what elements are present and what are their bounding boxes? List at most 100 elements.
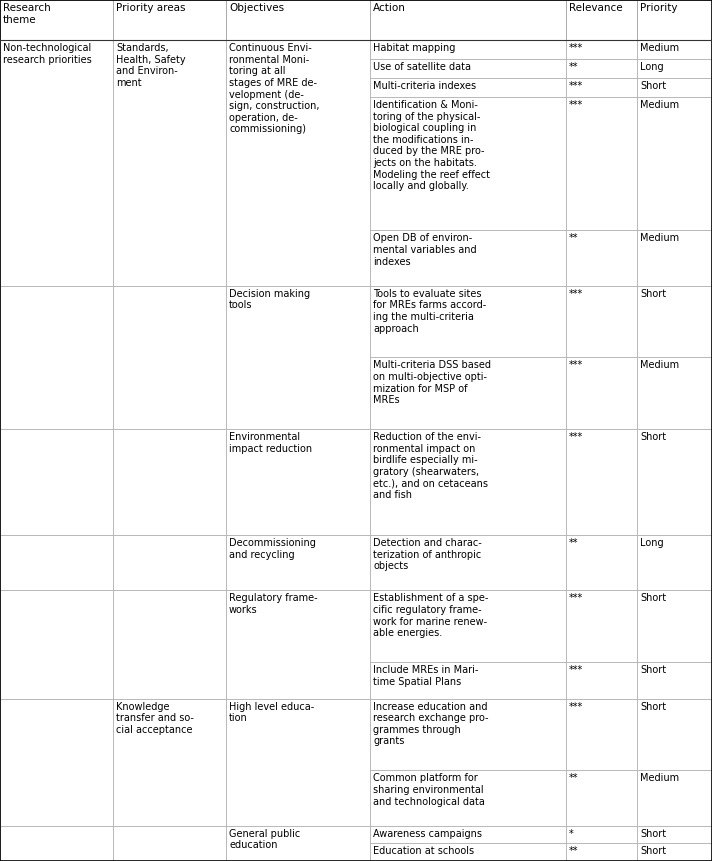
Bar <box>226 40 370 286</box>
Bar <box>566 286 637 357</box>
Bar <box>637 78 712 97</box>
Text: Medium: Medium <box>640 233 679 244</box>
Text: ***: *** <box>569 288 583 299</box>
Text: Decision making
tools: Decision making tools <box>229 288 310 310</box>
Bar <box>113 826 226 861</box>
Bar <box>566 78 637 97</box>
Bar <box>370 535 566 591</box>
Text: Increase education and
research exchange pro-
grammes through
grants: Increase education and research exchange… <box>373 702 488 746</box>
Bar <box>0 698 113 826</box>
Bar <box>370 698 566 771</box>
Text: Education at schools: Education at schools <box>373 846 474 857</box>
Bar <box>226 535 370 591</box>
Bar <box>370 591 566 662</box>
Text: Medium: Medium <box>640 773 679 784</box>
Text: Priority: Priority <box>640 3 678 13</box>
Bar <box>637 771 712 826</box>
Text: Open DB of environ-
mental variables and
indexes: Open DB of environ- mental variables and… <box>373 233 476 267</box>
Text: Identification & Moni-
toring of the physical-
biological coupling in
the modifi: Identification & Moni- toring of the phy… <box>373 100 490 191</box>
Text: Non-technological
research priorities: Non-technological research priorities <box>3 43 92 65</box>
Bar <box>566 826 637 844</box>
Text: Short: Short <box>640 846 666 857</box>
Text: Environmental
impact reduction: Environmental impact reduction <box>229 432 312 454</box>
Bar <box>370 231 566 286</box>
Bar <box>0 286 113 430</box>
Bar <box>637 591 712 662</box>
Text: Common platform for
sharing environmental
and technological data: Common platform for sharing environmenta… <box>373 773 485 807</box>
Bar <box>566 591 637 662</box>
Bar <box>370 78 566 97</box>
Text: Medium: Medium <box>640 361 679 370</box>
Bar <box>113 0 226 40</box>
Text: Action: Action <box>373 3 406 13</box>
Text: Long: Long <box>640 62 664 72</box>
Text: Research
theme: Research theme <box>3 3 51 25</box>
Bar <box>370 97 566 231</box>
Bar <box>226 698 370 826</box>
Bar <box>370 844 566 861</box>
Text: ***: *** <box>569 100 583 110</box>
Text: Decommissioning
and recycling: Decommissioning and recycling <box>229 538 316 560</box>
Text: ***: *** <box>569 702 583 712</box>
Text: ***: *** <box>569 81 583 91</box>
Bar <box>370 286 566 357</box>
Bar <box>637 231 712 286</box>
Bar <box>637 0 712 40</box>
Bar <box>113 286 226 430</box>
Text: Short: Short <box>640 702 666 712</box>
Bar <box>637 844 712 861</box>
Text: Continuous Envi-
ronmental Moni-
toring at all
stages of MRE de-
velopment (de-
: Continuous Envi- ronmental Moni- toring … <box>229 43 320 134</box>
Bar <box>566 698 637 771</box>
Bar <box>113 430 226 535</box>
Bar <box>637 662 712 698</box>
Bar <box>0 40 113 286</box>
Bar <box>566 0 637 40</box>
Bar <box>226 0 370 40</box>
Bar <box>370 826 566 844</box>
Bar <box>226 286 370 430</box>
Text: Medium: Medium <box>640 100 679 110</box>
Bar <box>637 826 712 844</box>
Bar <box>566 40 637 59</box>
Text: *: * <box>569 829 574 839</box>
Bar <box>637 357 712 430</box>
Text: Short: Short <box>640 432 666 443</box>
Text: ***: *** <box>569 432 583 443</box>
Bar <box>637 59 712 78</box>
Text: **: ** <box>569 846 578 857</box>
Bar <box>566 357 637 430</box>
Bar <box>637 430 712 535</box>
Bar <box>566 662 637 698</box>
Text: Include MREs in Mari-
time Spatial Plans: Include MREs in Mari- time Spatial Plans <box>373 665 478 687</box>
Bar <box>566 97 637 231</box>
Bar <box>566 535 637 591</box>
Text: Relevance: Relevance <box>569 3 622 13</box>
Text: Medium: Medium <box>640 43 679 53</box>
Text: **: ** <box>569 62 578 72</box>
Text: Short: Short <box>640 593 666 604</box>
Bar <box>0 0 113 40</box>
Text: Awareness campaigns: Awareness campaigns <box>373 829 482 839</box>
Text: Long: Long <box>640 538 664 548</box>
Bar <box>566 844 637 861</box>
Text: Multi-criteria DSS based
on multi-objective opti-
mization for MSP of
MREs: Multi-criteria DSS based on multi-object… <box>373 361 491 406</box>
Text: Priority areas: Priority areas <box>116 3 186 13</box>
Text: ***: *** <box>569 593 583 604</box>
Bar <box>0 591 113 698</box>
Bar <box>0 430 113 535</box>
Bar <box>566 231 637 286</box>
Text: Short: Short <box>640 81 666 91</box>
Text: High level educa-
tion: High level educa- tion <box>229 702 314 723</box>
Bar <box>637 698 712 771</box>
Bar <box>370 430 566 535</box>
Text: Reduction of the envi-
ronmental impact on
birdlife especially mi-
gratory (shea: Reduction of the envi- ronmental impact … <box>373 432 488 500</box>
Bar <box>113 40 226 286</box>
Text: Standards,
Health, Safety
and Environ-
ment: Standards, Health, Safety and Environ- m… <box>116 43 186 88</box>
Bar <box>370 357 566 430</box>
Text: Short: Short <box>640 829 666 839</box>
Bar <box>113 698 226 826</box>
Text: Multi-criteria indexes: Multi-criteria indexes <box>373 81 476 91</box>
Text: Regulatory frame-
works: Regulatory frame- works <box>229 593 318 615</box>
Text: Short: Short <box>640 665 666 675</box>
Bar <box>0 535 113 591</box>
